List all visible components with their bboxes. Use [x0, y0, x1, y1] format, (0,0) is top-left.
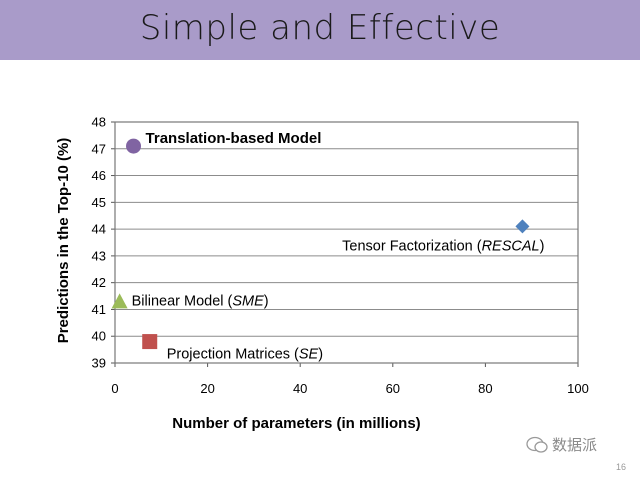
y-tick-label: 40 [92, 329, 106, 344]
slide-title: Simple and Effective [139, 8, 501, 48]
x-tick-label: 0 [111, 381, 118, 396]
y-tick-label: 47 [92, 141, 106, 156]
x-tick-label: 20 [200, 381, 214, 396]
x-axis-label: Number of parameters (in millions) [172, 415, 420, 432]
x-tick-label: 60 [386, 381, 400, 396]
data-label: Translation-based Model [146, 130, 322, 147]
point-square [142, 334, 158, 350]
data-label: Projection Matrices (SE) [167, 347, 323, 363]
y-tick-label: 41 [92, 302, 106, 317]
x-tick-label: 100 [567, 381, 589, 396]
point-triangle [111, 293, 128, 309]
y-tick-label: 45 [92, 195, 106, 210]
chat-bubble-icon [526, 436, 548, 453]
y-tick-label: 46 [92, 168, 106, 183]
y-tick-label: 43 [92, 248, 106, 263]
y-axis-label: Predictions in the Top-10 (%) [55, 138, 72, 344]
y-tick-label: 42 [92, 275, 106, 290]
plot-frame [114, 121, 579, 364]
y-tick-label: 48 [92, 115, 106, 130]
y-tick-label: 44 [92, 222, 106, 237]
data-label: Tensor Factorization (RESCAL) [342, 238, 544, 254]
page-number: 16 [615, 462, 626, 472]
x-tick-label: 80 [478, 381, 492, 396]
point-circle [126, 138, 142, 154]
watermark: 数据派 [526, 434, 597, 455]
point-diamond [515, 219, 530, 234]
title-bar [0, 0, 640, 60]
watermark-text: 数据派 [552, 437, 598, 454]
x-tick-label: 40 [293, 381, 307, 396]
y-tick-label: 39 [92, 356, 106, 371]
data-label: Bilinear Model (SME) [132, 293, 269, 309]
